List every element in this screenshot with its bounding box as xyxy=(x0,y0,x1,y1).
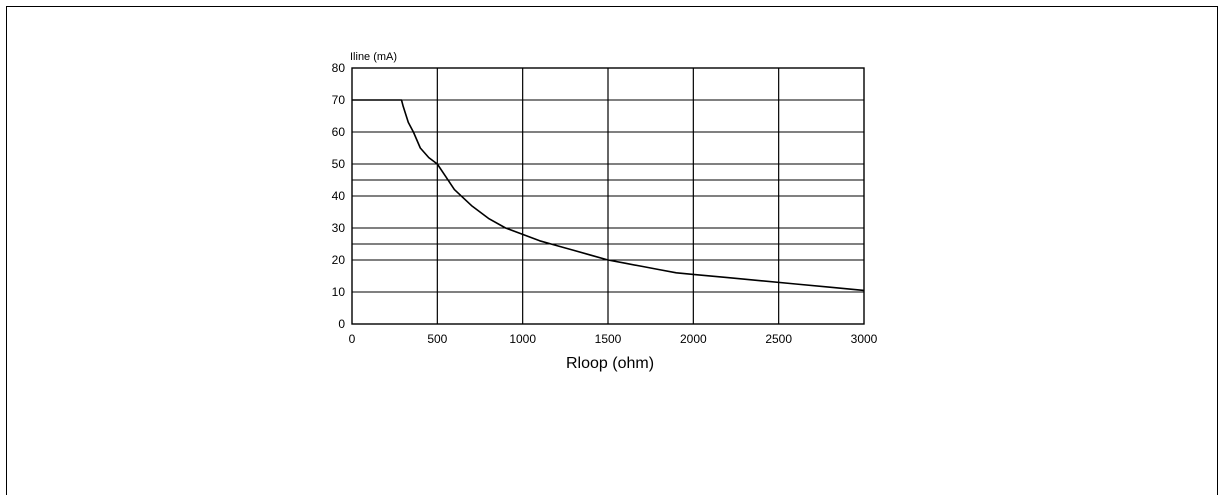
x-tick-label: 3000 xyxy=(851,332,878,346)
x-tick-label: 2000 xyxy=(680,332,707,346)
y-tick-label: 50 xyxy=(332,157,346,171)
y-tick-label: 80 xyxy=(332,61,346,75)
y-tick-label: 0 xyxy=(338,317,345,331)
y-tick-label: 10 xyxy=(332,285,346,299)
y-tick-label: 20 xyxy=(332,253,346,267)
x-tick-label: 500 xyxy=(427,332,447,346)
page-frame xyxy=(6,6,1218,495)
grid xyxy=(351,67,865,325)
y-tick-label: 40 xyxy=(332,189,346,203)
x-tick-label: 0 xyxy=(349,332,356,346)
x-axis-title: Rloop (ohm) xyxy=(566,355,654,372)
y-tick-label: 60 xyxy=(332,125,346,139)
tick-labels: 0 500 1000 1500 2000 2500 3000 0 10 20 30 40 50 60 70 8… xyxy=(332,61,878,346)
y-tick-label: 70 xyxy=(332,93,346,107)
y-tick-label: 30 xyxy=(332,221,346,235)
curve-line xyxy=(352,99,865,292)
y-axis-title: Iline (mA) xyxy=(350,51,397,63)
x-tick-label: 2500 xyxy=(765,332,792,346)
x-tick-label: 1000 xyxy=(509,332,536,346)
x-tick-label: 1500 xyxy=(595,332,622,346)
series-layer xyxy=(352,99,865,292)
